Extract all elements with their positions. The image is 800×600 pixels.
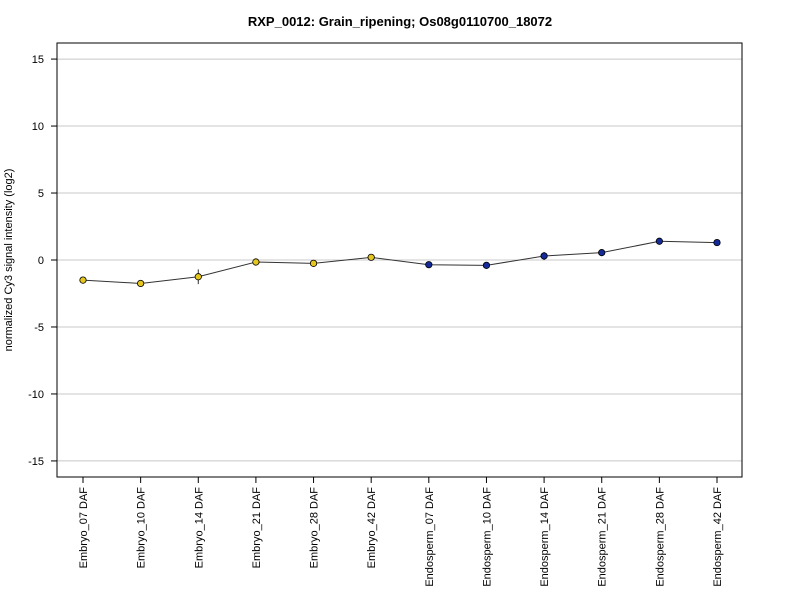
x-tick-label: Embryo_07 DAF [78, 487, 90, 569]
series-line [82, 240, 718, 284]
data-point [79, 276, 87, 284]
data-point [598, 249, 606, 257]
x-tick-label: Endosperm_10 DAF [481, 487, 493, 587]
y-tick-label: 15 [32, 54, 44, 66]
y-tick-label: -10 [28, 389, 44, 401]
x-tick-label: Endosperm_28 DAF [654, 487, 666, 587]
x-tick-label: Endosperm_21 DAF [597, 487, 609, 587]
y-tick-label: 10 [32, 121, 44, 133]
y-axis: 15 10 5 0 -5 -10 -15 [28, 54, 57, 468]
y-tick-label: 0 [38, 255, 44, 267]
x-tick-label: Embryo_42 DAF [366, 487, 378, 569]
data-point [194, 273, 202, 281]
data-point [309, 259, 318, 267]
data-point [540, 252, 548, 260]
data-point [655, 237, 663, 245]
x-tick-label: Endosperm_07 DAF [424, 487, 436, 587]
chart-title: RXP_0012: Grain_ripening; Os08g0110700_1… [248, 14, 552, 29]
y-tick-label: -15 [28, 456, 44, 468]
x-tick-label: Embryo_14 DAF [193, 487, 205, 569]
data-point [482, 261, 491, 269]
y-tick-label: 5 [38, 188, 44, 200]
x-tick-label: Endosperm_14 DAF [539, 487, 551, 587]
x-tick-label: Embryo_28 DAF [309, 487, 321, 569]
data-point [252, 258, 260, 266]
y-tick-label: -5 [34, 322, 44, 334]
data-point [713, 238, 721, 247]
x-tick-label: Embryo_21 DAF [251, 487, 263, 569]
x-tick-label: Embryo_10 DAF [136, 487, 148, 569]
data-point [425, 261, 433, 269]
x-axis: Embryo_07 DAF Embryo_10 DAF Embryo_14 DAF E… [78, 477, 724, 587]
gridlines [57, 58, 742, 462]
series-group [79, 237, 721, 288]
y-axis-label: normalized Cy3 signal intensity (log2) [3, 169, 15, 352]
data-point [137, 279, 145, 288]
data-point [367, 253, 375, 261]
x-tick-label: Endosperm_42 DAF [712, 487, 724, 587]
